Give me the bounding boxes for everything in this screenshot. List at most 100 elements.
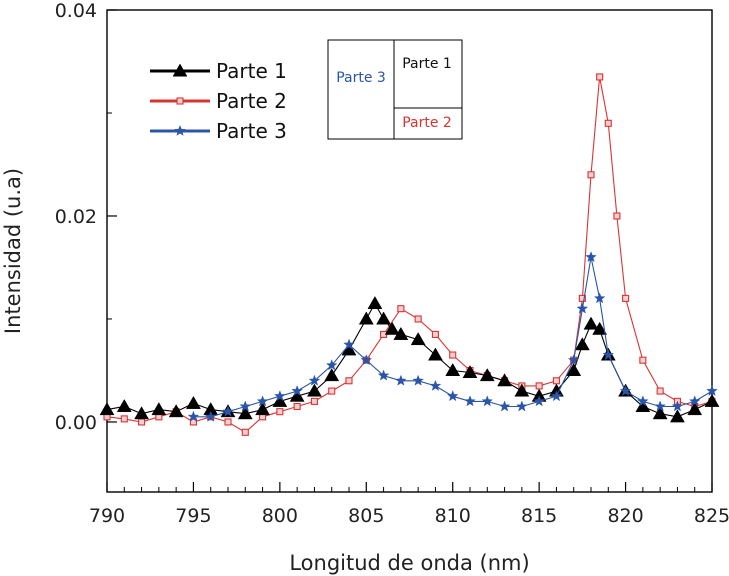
data-point	[427, 347, 443, 361]
data-point	[602, 348, 615, 360]
data-point	[464, 395, 476, 407]
data-point	[706, 385, 718, 396]
data-point	[550, 390, 563, 402]
x-tick-label: 800	[262, 505, 298, 527]
data-point	[516, 400, 528, 412]
data-point	[412, 374, 424, 386]
data-point	[325, 359, 338, 371]
data-point	[187, 410, 200, 422]
data-point	[222, 405, 234, 417]
data-point	[185, 395, 201, 409]
data-point	[151, 402, 167, 416]
inset-label-left: Parte 3	[336, 70, 386, 86]
data-point	[566, 362, 582, 376]
inset-outer-box	[327, 39, 463, 140]
data-point	[596, 73, 604, 81]
data-point	[704, 393, 720, 407]
data-point	[587, 171, 595, 179]
x-axis-title: Longitud de onda (nm)	[289, 551, 529, 575]
data-point	[360, 354, 373, 366]
data-point	[414, 315, 422, 323]
data-point	[237, 406, 253, 420]
data-point	[204, 410, 217, 422]
data-point	[168, 404, 184, 418]
data-point	[462, 365, 478, 379]
data-point	[241, 428, 249, 436]
data-point	[669, 409, 685, 423]
y-axis-title: Intensidad (u.a)	[1, 168, 25, 334]
data-point	[256, 395, 269, 407]
series-parte-1	[99, 296, 720, 423]
data-point	[255, 402, 271, 416]
data-point	[306, 383, 322, 397]
legend-marker	[174, 124, 186, 136]
data-point	[239, 400, 252, 412]
legend-marker	[176, 97, 184, 105]
data-point	[291, 385, 303, 396]
data-point	[310, 397, 318, 405]
data-point	[274, 390, 286, 402]
data-point	[138, 418, 146, 426]
x-tick-label: 795	[175, 505, 211, 527]
data-point	[328, 387, 336, 395]
data-point	[671, 400, 684, 412]
legend-marker	[172, 63, 188, 77]
inset-label-bottom-right: Parte 2	[402, 115, 452, 131]
data-point	[367, 296, 383, 310]
data-point	[324, 368, 340, 382]
data-point	[604, 119, 612, 127]
data-point	[376, 311, 392, 325]
x-tick-label: 815	[521, 505, 557, 527]
data-point	[635, 399, 651, 413]
y-tick-label: 0.02	[55, 206, 97, 228]
data-point	[533, 395, 545, 407]
data-point	[377, 369, 390, 381]
data-point	[134, 406, 150, 420]
x-tick-label: 810	[435, 505, 471, 527]
inset-label-top-right: Parte 1	[402, 56, 452, 72]
data-point	[449, 351, 457, 359]
legend-item: Parte 3	[150, 119, 287, 143]
data-point	[622, 294, 630, 302]
data-point	[293, 402, 301, 411]
inset-diagram: Parte 3 Parte 1 Parte 2	[327, 39, 463, 140]
data-point	[116, 399, 132, 413]
x-tick-label: 805	[348, 505, 384, 527]
data-point	[652, 406, 668, 420]
data-point	[345, 377, 353, 385]
x-tick-label: 825	[694, 505, 729, 527]
data-point	[687, 402, 703, 416]
data-point	[395, 374, 407, 386]
data-point	[592, 321, 608, 335]
legend-item: Parte 1	[150, 59, 287, 83]
data-point	[619, 385, 632, 396]
legend-label: Parte 2	[216, 89, 287, 113]
data-point	[410, 332, 426, 346]
data-point	[535, 382, 543, 390]
data-point	[574, 337, 590, 351]
data-point	[276, 408, 284, 416]
data-point	[654, 400, 666, 412]
data-point	[576, 302, 589, 314]
data-point	[479, 368, 495, 382]
data-point	[656, 387, 664, 395]
data-point	[583, 316, 599, 330]
data-point	[552, 377, 560, 385]
data-point	[446, 390, 459, 402]
data-point	[224, 418, 232, 426]
data-point	[431, 330, 439, 338]
data-point	[393, 326, 409, 340]
legend-item: Parte 2	[150, 89, 287, 113]
data-point	[120, 415, 128, 423]
y-tick-label: 0.00	[55, 412, 97, 434]
data-point	[585, 251, 597, 263]
data-point	[384, 321, 400, 335]
data-point	[397, 305, 405, 313]
plot-frame	[106, 9, 713, 493]
legend: Parte 1 Parte 2 Parte 3	[150, 59, 287, 143]
data-point	[308, 374, 321, 386]
data-point	[497, 373, 513, 387]
data-point	[343, 338, 355, 350]
